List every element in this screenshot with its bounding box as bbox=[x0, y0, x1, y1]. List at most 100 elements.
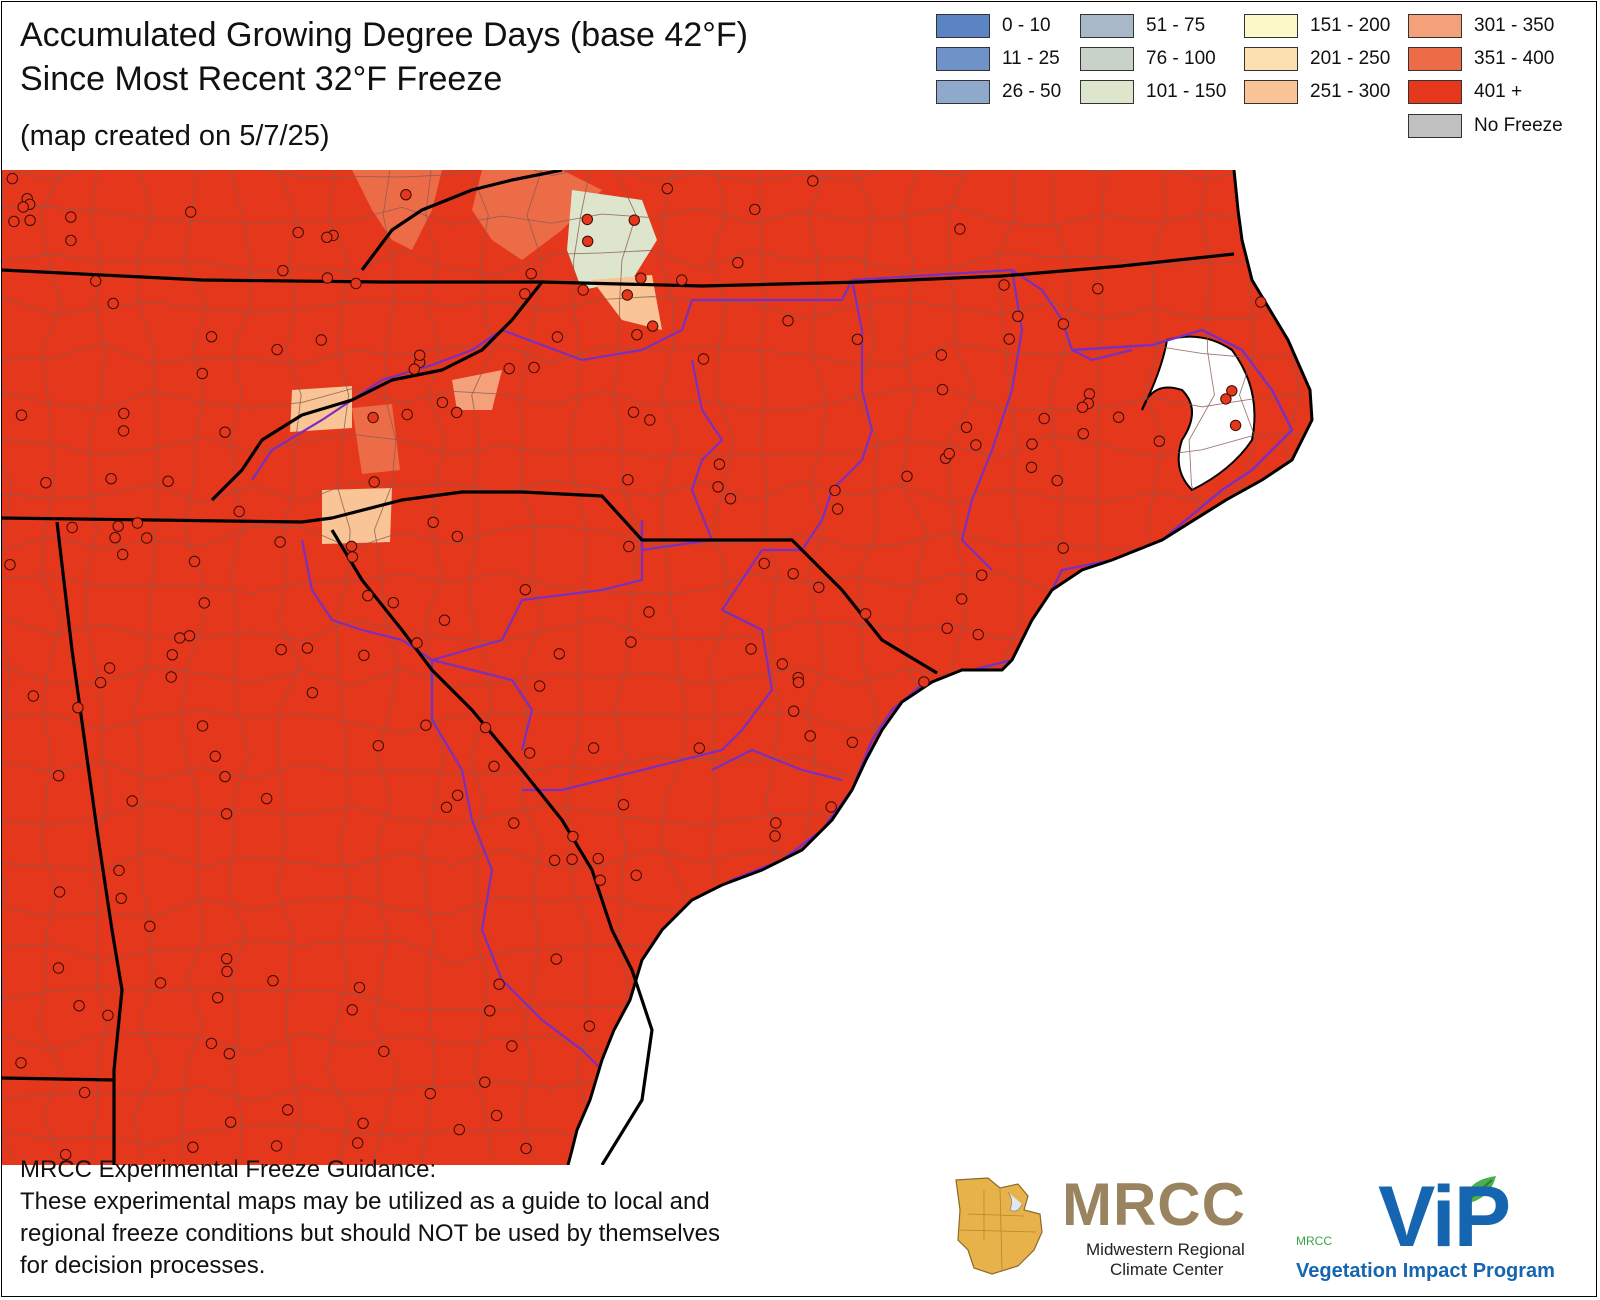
station-dot bbox=[367, 411, 379, 424]
station-dot bbox=[126, 795, 138, 807]
county-line bbox=[613, 170, 639, 1161]
station-dot bbox=[117, 425, 130, 437]
gdd-patch bbox=[592, 275, 662, 330]
station-dot bbox=[321, 272, 334, 284]
gdd-patch bbox=[322, 488, 392, 544]
station-dot bbox=[15, 409, 28, 421]
station-dot bbox=[712, 481, 724, 493]
station-dot bbox=[438, 614, 451, 626]
station-dot bbox=[782, 315, 794, 327]
station-dot bbox=[676, 274, 688, 286]
state-boundary-line bbox=[2, 490, 938, 675]
station-dot bbox=[551, 331, 564, 343]
station-dot bbox=[292, 226, 304, 239]
station-dot bbox=[212, 992, 224, 1004]
station-dot bbox=[1051, 474, 1063, 487]
station-dot bbox=[661, 182, 673, 195]
station-dot bbox=[758, 557, 770, 570]
legend-label: 151 - 200 bbox=[1310, 15, 1391, 36]
station-dot bbox=[196, 720, 209, 732]
station-dot bbox=[221, 965, 233, 978]
station-dot bbox=[594, 874, 606, 886]
station-dot bbox=[187, 1141, 199, 1153]
station-dot bbox=[220, 808, 233, 820]
legend-swatch bbox=[1080, 47, 1134, 71]
state-boundary-line bbox=[2, 1076, 115, 1082]
station-dot bbox=[427, 516, 439, 528]
station-dot bbox=[484, 1005, 496, 1017]
station-dot bbox=[261, 792, 273, 805]
station-dot bbox=[420, 719, 432, 731]
legend-label: 76 - 100 bbox=[1146, 48, 1216, 69]
station-dot bbox=[346, 1004, 358, 1016]
county-line bbox=[566, 170, 591, 1161]
midwest-region-icon bbox=[955, 1177, 1043, 1275]
station-dot bbox=[776, 658, 788, 670]
climate-division-line bbox=[522, 609, 774, 792]
station-dot bbox=[1076, 401, 1089, 414]
station-dot bbox=[306, 687, 319, 699]
legend-swatch bbox=[1244, 47, 1298, 71]
station-dot bbox=[15, 1057, 27, 1069]
station-dot bbox=[27, 690, 39, 702]
station-dot bbox=[60, 1148, 72, 1161]
station-dot bbox=[40, 477, 52, 489]
legend-swatch bbox=[936, 47, 990, 71]
station-dot bbox=[901, 470, 913, 482]
station-dot bbox=[488, 760, 500, 772]
county-line bbox=[228, 170, 252, 1161]
station-dot bbox=[628, 214, 640, 226]
station-dot bbox=[17, 201, 29, 213]
station-dot bbox=[972, 628, 984, 641]
station-dot bbox=[357, 1117, 369, 1129]
station-dot bbox=[935, 349, 948, 361]
station-dot bbox=[453, 1123, 465, 1136]
county-line bbox=[181, 170, 208, 1161]
county-line bbox=[469, 170, 493, 1161]
legend-label: 251 - 300 bbox=[1310, 81, 1391, 102]
legend-label: 301 - 350 bbox=[1474, 15, 1555, 36]
station-dot bbox=[118, 407, 130, 420]
station-dot bbox=[66, 521, 78, 534]
station-dot bbox=[358, 649, 370, 661]
county-line bbox=[132, 170, 159, 1161]
station-dot bbox=[221, 953, 233, 965]
station-dot bbox=[154, 977, 167, 989]
station-dot bbox=[943, 447, 955, 460]
station-dot bbox=[451, 406, 463, 419]
map-title-line1: Accumulated Growing Degree Days (base 42… bbox=[20, 16, 748, 54]
station-dot bbox=[524, 747, 536, 759]
station-dot bbox=[1025, 461, 1038, 473]
station-dot bbox=[24, 214, 36, 226]
station-dot bbox=[1112, 411, 1125, 423]
station-dot bbox=[78, 1086, 91, 1099]
station-dot bbox=[205, 1037, 218, 1050]
county-line bbox=[326, 170, 352, 1161]
station-dot bbox=[73, 1000, 85, 1012]
station-dot bbox=[411, 637, 423, 649]
station-dot bbox=[941, 622, 953, 634]
climate-division-line bbox=[431, 520, 644, 662]
station-dot bbox=[103, 662, 116, 674]
legend-swatch bbox=[1244, 14, 1298, 38]
station-dot bbox=[378, 1045, 390, 1058]
station-dot bbox=[321, 231, 333, 244]
station-dot bbox=[353, 981, 366, 994]
station-dot bbox=[52, 962, 65, 974]
station-dot bbox=[583, 1020, 595, 1032]
station-dot bbox=[233, 505, 245, 518]
station-dot bbox=[440, 801, 453, 813]
station-dot bbox=[627, 406, 640, 418]
station-dot bbox=[745, 643, 757, 655]
station-dot bbox=[1077, 428, 1090, 440]
station-dot bbox=[592, 852, 604, 865]
station-dot bbox=[144, 920, 156, 932]
station-dot bbox=[72, 702, 84, 714]
station-dot bbox=[113, 864, 125, 877]
station-dot bbox=[623, 540, 635, 553]
county-line bbox=[518, 170, 543, 1161]
gdd-patch bbox=[452, 370, 502, 410]
station-dot bbox=[587, 742, 600, 754]
disclaimer-heading: MRCC Experimental Freeze Guidance: bbox=[20, 1156, 437, 1183]
station-dot bbox=[219, 426, 231, 438]
